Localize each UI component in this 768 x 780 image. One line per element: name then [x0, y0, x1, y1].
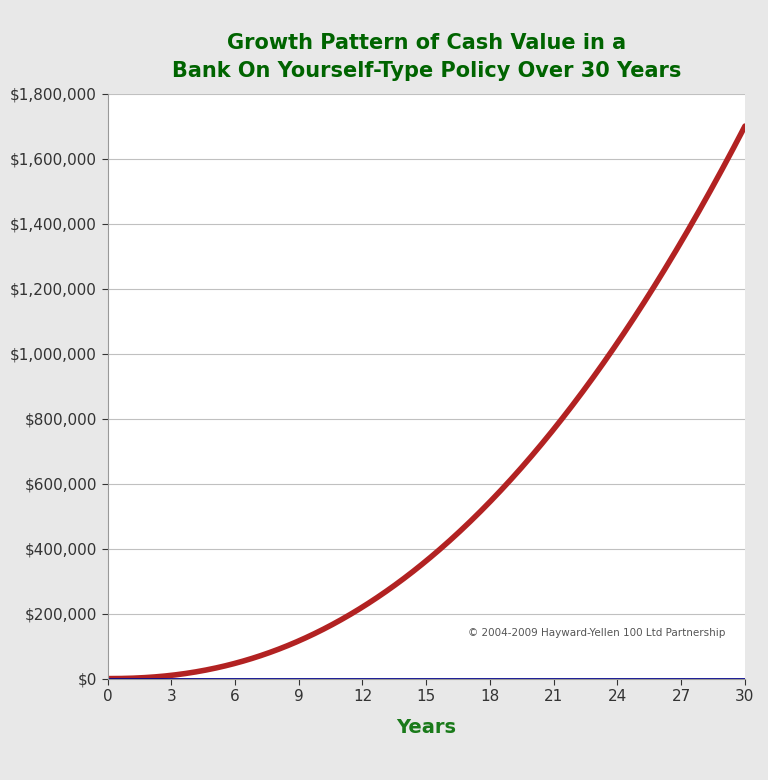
- Text: © 2004-2009 Hayward-Yellen 100 Ltd Partnership: © 2004-2009 Hayward-Yellen 100 Ltd Partn…: [468, 628, 726, 638]
- Title: Growth Pattern of Cash Value in a
Bank On Yourself-Type Policy Over 30 Years: Growth Pattern of Cash Value in a Bank O…: [171, 33, 681, 81]
- X-axis label: Years: Years: [396, 718, 456, 737]
